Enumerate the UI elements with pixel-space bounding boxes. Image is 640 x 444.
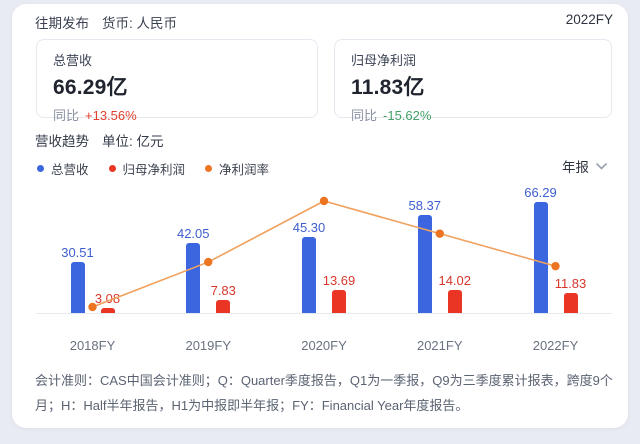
net-margin-point[interactable] [435,229,444,238]
card-value: 66.29亿 [53,76,128,99]
bar-total-revenue[interactable] [533,201,548,313]
x-axis-label: 2021FY [416,338,463,353]
accounting-standards-note: 会计准则：CAS中国会计准则；Q：Quarter季度报告，Q1为一季报，Q9为三… [35,373,613,413]
current-period-label: 2022FY [565,12,613,27]
bar-value-label: 14.02 [438,272,472,288]
bar-value-label: 45.30 [292,220,326,236]
card-yoy-row: 同比 -15.62% [351,105,595,124]
yoy-label: 同比 [351,108,378,123]
bar-value-label: 11.83 [554,276,587,292]
card-yoy-row: 同比 +13.56% [53,105,301,124]
legend-label: 归母净利润 [122,163,186,177]
x-axis-label: 2020FY [301,338,347,353]
report-period-dropdown[interactable]: 年报 [562,156,607,176]
summary-card-net-profit: 归母净利润 11.83亿 同比 -15.62% [334,39,612,123]
x-axis-line [36,313,612,314]
card-title: 总营收 [53,53,93,68]
yoy-value: +13.56% [85,108,137,123]
currency-label: 货币: 人民币 [102,16,178,31]
header-row: 往期发布 货币: 人民币 [35,12,177,32]
net-margin-point[interactable] [204,257,213,267]
legend-dot-icon [37,165,44,172]
legend-item-total-revenue[interactable]: 总营收 [37,159,89,178]
bar-total-revenue[interactable] [186,242,201,313]
bar-net-profit[interactable] [332,290,346,313]
page-title: 往期发布 [35,16,89,31]
bar-value-label: 7.83 [210,282,236,298]
chevron-down-icon [596,162,607,170]
legend-label: 净利润率 [219,163,270,177]
yoy-value: -15.62% [383,108,432,123]
chart-legend: 总营收 归母净利润 净利润率 [37,159,269,178]
yoy-label: 同比 [53,108,80,123]
bar-value-label: 58.37 [408,198,442,214]
report-period-label: 年报 [562,160,589,175]
legend-dot-icon [108,165,116,172]
net-margin-point[interactable] [88,302,97,312]
card-value: 11.83亿 [351,76,425,99]
net-margin-point[interactable] [319,196,329,206]
legend-dot-icon [205,165,213,172]
net-margin-line [88,196,560,312]
x-axis-label: 2018FY [69,338,116,353]
bar-value-label: 13.69 [322,273,356,289]
x-axis-label: 2019FY [185,338,232,353]
net-margin-point[interactable] [551,261,560,271]
bar-net-profit[interactable] [100,307,115,313]
bar-value-label: 42.05 [176,225,210,241]
summary-card-revenue: 总营收 66.29亿 同比 +13.56% [36,39,318,123]
legend-item-net-margin[interactable]: 净利润率 [205,159,269,178]
bar-value-label: 66.29 [524,184,557,200]
section-title: 营收趋势 [35,134,89,149]
bar-value-label: 30.51 [61,244,94,260]
bar-total-revenue[interactable] [417,215,432,313]
bar-net-profit[interactable] [216,299,231,313]
bar-net-profit[interactable] [447,289,462,313]
section-header: 营收趋势 单位: 亿元 [35,130,164,150]
bar-total-revenue[interactable] [70,261,85,313]
bar-value-label: 3.08 [94,290,121,306]
card-title: 归母净利润 [351,53,417,68]
bar-total-revenue[interactable] [302,237,316,313]
section-unit-label: 单位: 亿元 [102,134,164,149]
legend-label: 总营收 [51,163,89,177]
x-axis-label: 2022FY [532,338,579,353]
legend-item-net-profit[interactable]: 归母净利润 [108,159,186,178]
bar-net-profit[interactable] [563,293,578,313]
revenue-trend-chart: 30.51 3.08 2018FY 42.05 7.83 2019FY 45.30 13.69… [0,180,640,355]
